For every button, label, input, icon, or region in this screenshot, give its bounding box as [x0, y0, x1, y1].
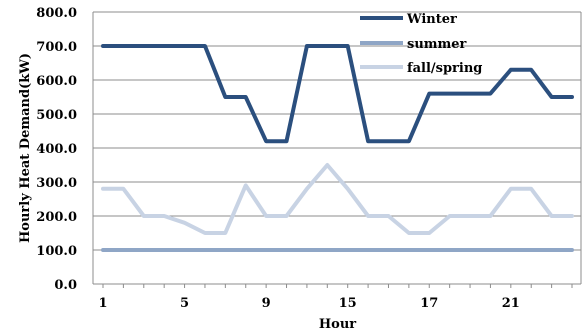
series-lines — [101, 44, 574, 252]
x-tick-label: 5 — [180, 296, 189, 311]
x-tick-labels: 1 5 9 15 17 21 — [98, 296, 519, 311]
x-axis-title: Hour — [319, 317, 356, 332]
y-tick-label: 800.0 — [36, 6, 77, 21]
x-tick-label: 15 — [339, 296, 357, 311]
y-tick-labels: 0.0 100.0 200.0 300.0 400.0 500.0 600.0 700.0 80… — [36, 6, 77, 293]
y-axis-title: Hourly Heat Demand(kW) — [18, 53, 33, 243]
series-line-fallspring — [101, 163, 574, 235]
legend: Winter summer fall/spring — [360, 12, 482, 76]
y-tick-label: 300.0 — [36, 176, 77, 191]
legend-label: fall/spring — [407, 61, 482, 76]
x-tick-label: 17 — [420, 296, 438, 311]
legend-label: summer — [407, 37, 467, 52]
legend-label: Winter — [406, 12, 457, 27]
y-tick-label: 100.0 — [36, 244, 77, 259]
series-line-winter — [101, 44, 574, 144]
y-tick-label: 200.0 — [36, 210, 77, 225]
y-tick-label: 400.0 — [36, 142, 77, 157]
axes — [92, 12, 582, 288]
y-tick-label: 0.0 — [54, 278, 77, 293]
y-tick-label: 500.0 — [36, 108, 77, 123]
y-tick-label: 600.0 — [36, 74, 77, 89]
x-tick-label: 21 — [502, 296, 520, 311]
y-tick-label: 700.0 — [36, 40, 77, 55]
x-tick-label: 1 — [98, 296, 107, 311]
x-tick-label: 9 — [262, 296, 271, 311]
